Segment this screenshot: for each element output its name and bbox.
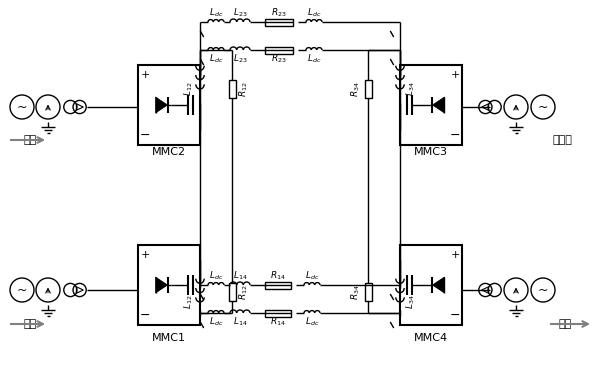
Text: $L_{34}$: $L_{34}$ <box>405 295 417 310</box>
Text: +: + <box>140 70 149 80</box>
Text: $L_{14}$: $L_{14}$ <box>233 316 247 328</box>
Text: $R_{12}$: $R_{12}$ <box>238 284 250 300</box>
Text: $L_{dc}$: $L_{dc}$ <box>209 53 223 65</box>
Text: $L_{14}$: $L_{14}$ <box>233 270 247 282</box>
Text: MMC3: MMC3 <box>414 147 448 157</box>
Text: $L_{34}$: $L_{34}$ <box>405 82 417 96</box>
Text: $R_{34}$: $R_{34}$ <box>350 284 362 300</box>
Bar <box>138 245 200 325</box>
Polygon shape <box>433 97 445 113</box>
Text: +: + <box>451 70 460 80</box>
Text: ~: ~ <box>538 100 548 113</box>
Text: $L_{12}$: $L_{12}$ <box>183 295 195 309</box>
Text: $L_{dc}$: $L_{dc}$ <box>305 316 319 328</box>
Text: $R_{23}$: $R_{23}$ <box>271 7 287 19</box>
Text: $R_{34}$: $R_{34}$ <box>350 81 362 97</box>
Bar <box>138 65 200 145</box>
Text: $R_{23}$: $R_{23}$ <box>271 53 287 65</box>
Bar <box>365 80 371 98</box>
Text: +: + <box>451 250 460 260</box>
Text: −: − <box>450 308 460 321</box>
Bar <box>400 245 462 325</box>
Text: ~: ~ <box>538 283 548 296</box>
Bar <box>229 80 235 98</box>
Text: MMC1: MMC1 <box>152 333 186 343</box>
Bar <box>265 310 291 317</box>
Bar <box>265 282 291 289</box>
Text: $L_{dc}$: $L_{dc}$ <box>307 53 321 65</box>
Text: ~: ~ <box>17 100 27 113</box>
Polygon shape <box>155 277 167 293</box>
Text: $L_{12}$: $L_{12}$ <box>183 82 195 96</box>
Text: $R_{14}$: $R_{14}$ <box>270 316 286 328</box>
Text: 受端: 受端 <box>559 319 572 329</box>
Text: +: + <box>140 250 149 260</box>
Text: $L_{23}$: $L_{23}$ <box>233 7 247 19</box>
Text: −: − <box>140 308 150 321</box>
Polygon shape <box>433 277 445 293</box>
Text: MMC4: MMC4 <box>414 333 448 343</box>
Bar <box>400 65 462 145</box>
Text: $L_{dc}$: $L_{dc}$ <box>209 270 223 282</box>
Bar <box>265 46 293 54</box>
Text: $L_{dc}$: $L_{dc}$ <box>209 316 223 328</box>
Text: −: − <box>450 128 460 141</box>
Text: $L_{23}$: $L_{23}$ <box>233 53 247 65</box>
Text: ~: ~ <box>17 283 27 296</box>
Text: 送端: 送端 <box>23 135 37 145</box>
Text: $L_{dc}$: $L_{dc}$ <box>305 270 319 282</box>
Polygon shape <box>155 97 167 113</box>
Text: MMC2: MMC2 <box>152 147 186 157</box>
Bar <box>229 283 235 301</box>
Bar <box>265 19 293 26</box>
Text: 调节端: 调节端 <box>552 135 572 145</box>
Text: −: − <box>140 128 150 141</box>
Text: $L_{dc}$: $L_{dc}$ <box>307 7 321 19</box>
Bar <box>365 283 371 301</box>
Text: $L_{dc}$: $L_{dc}$ <box>209 7 223 19</box>
Text: 送端: 送端 <box>23 319 37 329</box>
Text: $R_{12}$: $R_{12}$ <box>238 81 250 97</box>
Text: $R_{14}$: $R_{14}$ <box>270 270 286 282</box>
